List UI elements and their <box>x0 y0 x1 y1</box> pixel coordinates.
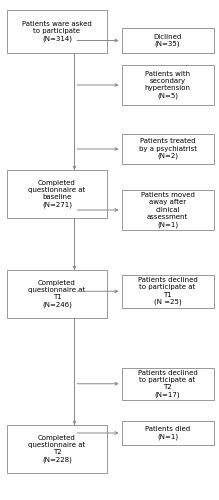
Text: Patients declined
to participate at
T2
(N=17): Patients declined to participate at T2 (… <box>138 370 197 398</box>
Text: Patients treated
by a psychiatrist
(N=2): Patients treated by a psychiatrist (N=2) <box>139 138 196 160</box>
Text: Completed
questionnaire at
T1
(N=246): Completed questionnaire at T1 (N=246) <box>28 280 86 308</box>
FancyBboxPatch shape <box>122 190 214 230</box>
FancyBboxPatch shape <box>122 368 214 400</box>
FancyBboxPatch shape <box>122 275 214 308</box>
Text: Patients ware asked
to participate
(N=314): Patients ware asked to participate (N=31… <box>22 20 92 42</box>
Text: Diclined
(N=35): Diclined (N=35) <box>154 34 182 48</box>
Text: Patients with
secondary
hypertension
(N=5): Patients with secondary hypertension (N=… <box>145 71 191 99</box>
FancyBboxPatch shape <box>7 10 107 52</box>
Text: Completed
questionnaire at
T2
(N=228): Completed questionnaire at T2 (N=228) <box>28 434 86 463</box>
FancyBboxPatch shape <box>7 425 107 472</box>
Text: Patients died
(N=1): Patients died (N=1) <box>145 426 190 440</box>
FancyBboxPatch shape <box>122 65 214 105</box>
Text: Patients declined
to participate at
T1
(N =25): Patients declined to participate at T1 (… <box>138 277 197 306</box>
Text: Patients moved
away after
clinical
assessment
(N=1): Patients moved away after clinical asses… <box>141 192 194 228</box>
FancyBboxPatch shape <box>122 28 214 52</box>
FancyBboxPatch shape <box>7 170 107 218</box>
FancyBboxPatch shape <box>122 421 214 445</box>
FancyBboxPatch shape <box>122 134 214 164</box>
FancyBboxPatch shape <box>7 270 107 318</box>
Text: Completed
questionnaire at
baseline
(N=271): Completed questionnaire at baseline (N=2… <box>28 180 86 208</box>
